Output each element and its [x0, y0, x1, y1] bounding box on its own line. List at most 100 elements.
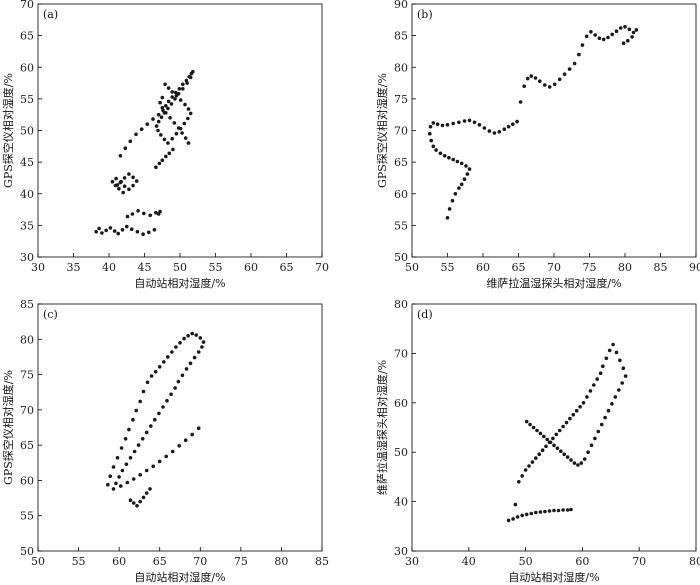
y-tick-label: 70	[20, 0, 34, 11]
data-point	[188, 361, 193, 366]
data-point	[442, 154, 447, 158]
panel-b: (b) 维萨拉温湿探头相对湿度/% GPS探空仪相对湿度/% 50 55 60 65 7…	[375, 0, 700, 290]
data-point	[196, 426, 201, 431]
data-point	[173, 90, 178, 95]
data-point	[183, 102, 187, 107]
y-tick-label: 55	[394, 219, 408, 232]
data-point	[112, 229, 117, 233]
data-point	[515, 119, 519, 124]
data-point	[440, 123, 445, 128]
y-tick-label: 60	[394, 188, 408, 201]
data-point	[621, 366, 626, 371]
scatter-points	[94, 69, 195, 236]
data-point	[434, 148, 438, 152]
data-point	[154, 210, 158, 215]
data-point	[451, 121, 456, 126]
data-point	[618, 358, 622, 363]
data-point	[589, 443, 594, 448]
data-point	[604, 356, 609, 361]
plot-frame	[37, 303, 323, 552]
data-point	[119, 446, 124, 450]
x-tick-label: 60	[112, 555, 126, 568]
data-point	[614, 350, 619, 355]
data-point	[559, 449, 563, 454]
x-tick-label: 70	[193, 555, 207, 568]
axis-ticks: 50 55 60 65 70 75 80 85 90 50 55 60 65 70 75 80 85 90	[394, 0, 700, 274]
data-point	[561, 508, 565, 512]
data-point	[141, 232, 145, 236]
data-point	[149, 424, 153, 428]
y-tick-label: 50	[20, 125, 34, 138]
data-point	[593, 33, 597, 37]
data-point	[428, 124, 433, 129]
data-point	[180, 131, 184, 135]
plot-frame	[411, 3, 697, 258]
data-point	[158, 100, 162, 105]
data-point	[100, 231, 104, 235]
data-point	[181, 82, 185, 87]
data-point	[115, 456, 120, 460]
data-point	[502, 127, 507, 131]
data-point	[104, 228, 108, 233]
data-point	[117, 186, 121, 191]
data-point	[453, 192, 458, 196]
data-point	[156, 112, 161, 117]
y-tick-label: 80	[20, 333, 34, 346]
y-axis-title: GPS探空仪相对湿度/%	[1, 73, 15, 188]
data-point	[576, 463, 580, 467]
data-point	[135, 229, 140, 234]
data-point	[623, 374, 628, 378]
y-tick-label: 55	[20, 510, 34, 523]
data-point	[459, 161, 464, 166]
data-point	[164, 104, 168, 108]
x-tick-label: 65	[153, 555, 167, 568]
data-point	[174, 93, 179, 98]
data-point	[435, 122, 440, 126]
data-point	[120, 468, 125, 473]
data-point	[168, 116, 172, 120]
data-point	[567, 67, 572, 71]
data-point	[599, 422, 604, 427]
data-point	[163, 82, 167, 87]
data-point	[565, 455, 570, 459]
data-point	[125, 480, 130, 485]
data-point	[467, 167, 472, 171]
data-point	[572, 61, 577, 66]
data-point	[114, 481, 118, 486]
data-point	[151, 117, 155, 121]
data-point	[180, 373, 185, 378]
data-point	[618, 26, 623, 30]
data-point	[148, 487, 152, 491]
data-point	[557, 428, 562, 433]
data-point	[186, 116, 190, 121]
data-point	[467, 118, 472, 123]
data-point	[128, 139, 133, 144]
data-point	[145, 380, 150, 385]
data-point	[159, 115, 164, 119]
data-point	[198, 336, 203, 340]
y-tick-label: 40	[394, 496, 408, 509]
data-point	[537, 452, 541, 457]
data-point	[154, 165, 158, 169]
data-point	[511, 122, 515, 126]
y-axis-title: GPS探空仪相对湿度/%	[1, 370, 15, 485]
data-point	[586, 450, 590, 455]
scatter-points	[506, 342, 628, 523]
data-point	[459, 182, 464, 187]
data-point	[556, 508, 561, 513]
data-point	[127, 187, 131, 192]
data-point	[183, 438, 188, 443]
data-point	[142, 211, 146, 216]
data-point	[131, 477, 136, 481]
data-point	[134, 179, 139, 183]
data-point	[164, 154, 168, 159]
data-point	[627, 27, 632, 32]
y-tick-label: 35	[20, 219, 34, 232]
panel-label: (c)	[43, 308, 58, 321]
panel-c: (c) 自动站相对湿度/% GPS探空仪相对湿度/% 50 55 60 65 70 75 8…	[1, 298, 329, 584]
data-point	[117, 475, 121, 479]
data-point	[564, 420, 569, 425]
data-point	[542, 434, 546, 439]
data-point	[598, 371, 603, 376]
